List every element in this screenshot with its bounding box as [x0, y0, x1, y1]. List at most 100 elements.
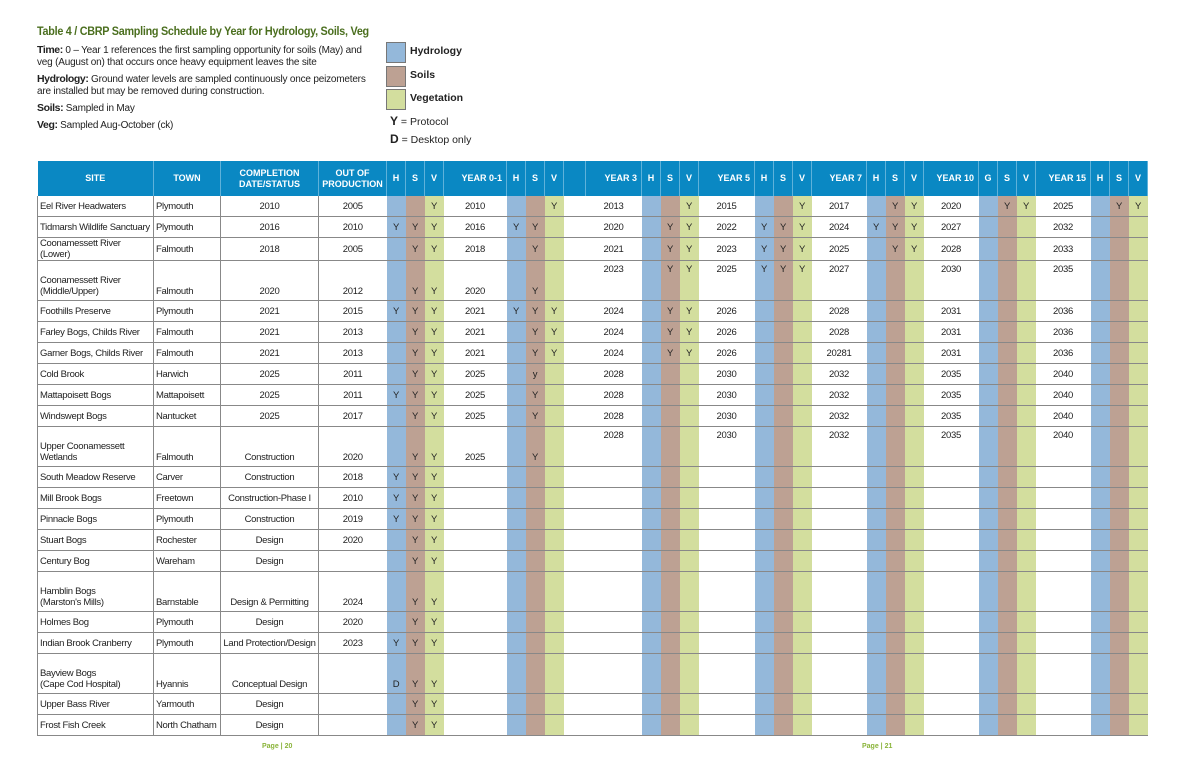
sample-cell-s	[525, 196, 545, 217]
out-cell: 2020	[318, 611, 387, 633]
sample-cell-s: Y	[405, 571, 425, 612]
sample-cell-h	[978, 363, 998, 385]
y5-cell: 2015	[698, 196, 755, 217]
column-header: H	[866, 161, 886, 196]
sample-cell-v: Y	[904, 237, 924, 261]
sample-cell-v: Y	[1016, 196, 1036, 217]
y5-cell: 2026	[698, 321, 755, 343]
sample-cell-s	[660, 487, 680, 509]
table-area: SITE TOWN COMPLETION DATE/STATUS OUT OF PRO…	[37, 161, 1148, 758]
y3-cell: 2028	[585, 405, 642, 427]
site-cell: Frost Fish Creek	[37, 714, 154, 736]
town-cell: Plymouth	[153, 632, 221, 654]
sample-cell-h	[506, 342, 526, 364]
y3-cell	[585, 611, 642, 633]
y10-cell	[923, 550, 979, 572]
sample-cell-v	[1128, 466, 1148, 488]
sample-cell-s	[997, 693, 1017, 715]
y7-cell	[811, 571, 867, 612]
sample-cell-s: Y	[405, 632, 425, 654]
y7-cell: 2025	[811, 237, 867, 261]
y15-cell	[1035, 529, 1091, 551]
site-cell: Eel River Headwaters	[37, 196, 154, 217]
y15-cell: 2036	[1035, 300, 1091, 322]
completion-cell: 2018	[220, 237, 319, 261]
sample-cell-h	[506, 693, 526, 715]
sample-cell-h	[641, 571, 661, 612]
sample-cell-h	[1090, 321, 1110, 343]
sample-cell-v	[1016, 714, 1036, 736]
sample-cell-v	[1016, 693, 1036, 715]
table-row: Holmes Bog Plymouth Design 2020 Y Y	[37, 611, 1148, 633]
sample-cell-s	[773, 571, 793, 612]
town-cell: Plymouth	[153, 611, 221, 633]
sample-cell-v: Y	[1128, 196, 1148, 217]
sample-cell-s	[885, 571, 905, 612]
sample-cell-s: Y	[405, 405, 425, 427]
y5-cell: 2025	[698, 260, 755, 301]
y15-cell	[1035, 611, 1091, 633]
legend-label: Soils	[410, 68, 436, 81]
sample-cell-h	[641, 216, 661, 238]
sample-cell-v	[904, 426, 924, 467]
sample-cell-v	[792, 693, 812, 715]
sample-cell-s	[885, 550, 905, 572]
sample-cell-s: Y	[405, 384, 425, 406]
sample-cell-h	[506, 714, 526, 736]
y3-cell	[585, 632, 642, 654]
sample-cell-h	[1090, 342, 1110, 364]
completion-cell: 2025	[220, 384, 319, 406]
sample-cell-s: Y	[405, 426, 425, 467]
sample-cell-s	[1109, 653, 1129, 694]
sample-cell-v	[1128, 321, 1148, 343]
town-cell: Freetown	[153, 487, 221, 509]
y5-cell	[698, 508, 755, 530]
sample-cell-v	[1016, 466, 1036, 488]
y7-cell	[811, 550, 867, 572]
completion-cell: Conceptual Design	[220, 653, 319, 694]
note-text: Ground water levels are sampled continuo…	[37, 74, 366, 97]
sample-cell-h	[506, 260, 526, 301]
sample-cell-s: Y	[525, 300, 545, 322]
sample-cell-h	[866, 653, 886, 694]
sample-cell-v	[1128, 405, 1148, 427]
spacer-cell	[563, 653, 586, 694]
sample-cell-s	[1109, 216, 1129, 238]
sample-cell-s	[1109, 571, 1129, 612]
y15-cell	[1035, 571, 1091, 612]
completion-cell: Design	[220, 714, 319, 736]
sample-cell-h	[978, 321, 998, 343]
sample-cell-h	[386, 237, 406, 261]
spacer-cell	[563, 363, 586, 385]
sample-cell-s	[660, 529, 680, 551]
sample-cell-v: Y	[904, 216, 924, 238]
y10-cell: 2035	[923, 384, 979, 406]
sample-cell-v	[904, 508, 924, 530]
sample-cell-v	[1128, 529, 1148, 551]
out-cell	[318, 653, 387, 694]
y7-cell	[811, 508, 867, 530]
sample-cell-v	[1016, 550, 1036, 572]
sample-cell-s	[660, 714, 680, 736]
y7-cell: 2027	[811, 260, 867, 301]
sample-cell-v	[792, 466, 812, 488]
sample-cell-h: Y	[506, 216, 526, 238]
sample-cell-h	[641, 466, 661, 488]
y5-cell	[698, 550, 755, 572]
sample-cell-s	[773, 529, 793, 551]
sample-cell-v: Y	[424, 321, 444, 343]
sample-cell-h	[1090, 529, 1110, 551]
y5-cell	[698, 571, 755, 612]
sample-cell-v	[1016, 363, 1036, 385]
sample-cell-s: Y	[660, 216, 680, 238]
sample-cell-h	[866, 260, 886, 301]
y7-cell: 2028	[811, 300, 867, 322]
sample-cell-v	[1016, 653, 1036, 694]
y3-cell: 2024	[585, 321, 642, 343]
sample-cell-s: Y	[525, 237, 545, 261]
sample-cell-h	[641, 405, 661, 427]
out-cell: 2005	[318, 196, 387, 217]
table-row: Hamblin Bogs (Marston's Mills) Barnstable…	[37, 571, 1148, 612]
y5-cell	[698, 487, 755, 509]
site-cell: Mattapoisett Bogs	[37, 384, 154, 406]
